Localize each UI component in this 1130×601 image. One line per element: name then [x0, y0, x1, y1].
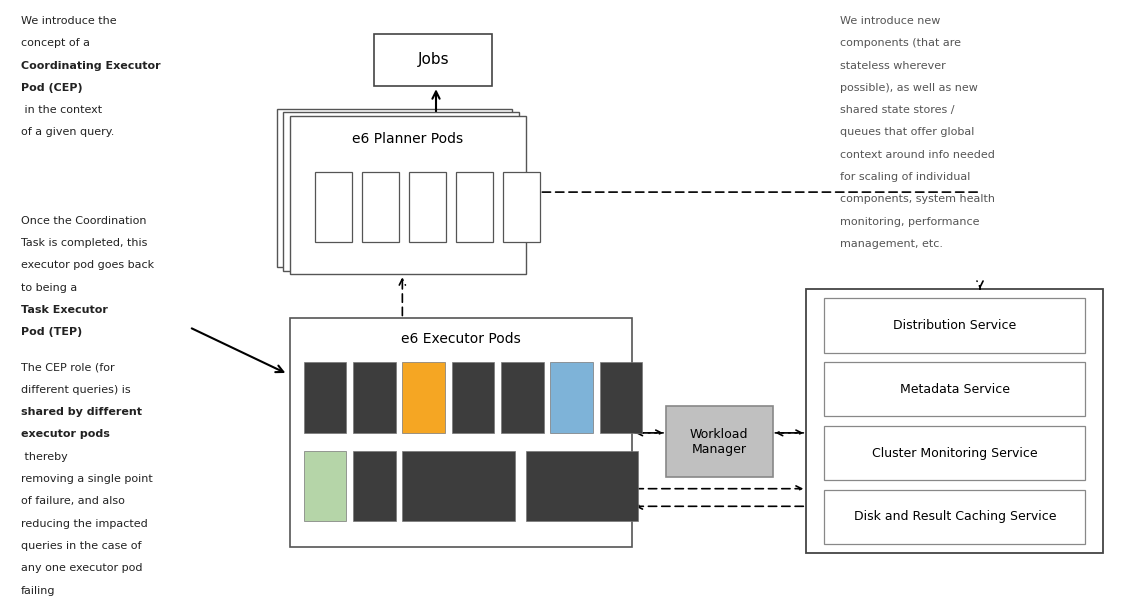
Text: Workload
Manager: Workload Manager — [690, 428, 748, 456]
Text: concept of a: concept of a — [21, 38, 90, 48]
Text: stateless wherever: stateless wherever — [840, 61, 946, 70]
Text: possible), as well as new: possible), as well as new — [840, 83, 977, 93]
Text: e6 Planner Pods: e6 Planner Pods — [353, 132, 463, 146]
Bar — [277, 109, 512, 267]
Text: executor pod goes back: executor pod goes back — [21, 260, 154, 270]
Bar — [374, 34, 492, 87]
Text: thereby: thereby — [21, 452, 68, 462]
Text: e6 Executor Pods: e6 Executor Pods — [401, 332, 521, 346]
Text: of failure, and also: of failure, and also — [21, 496, 125, 506]
Text: Pod (TEP): Pod (TEP) — [21, 327, 82, 337]
Bar — [666, 406, 773, 477]
Text: in the context: in the context — [21, 105, 102, 115]
Text: to being a: to being a — [21, 282, 80, 293]
Text: components, system health: components, system health — [840, 195, 994, 204]
Text: shared state stores /: shared state stores / — [840, 105, 955, 115]
Text: of a given query.: of a given query. — [21, 127, 114, 138]
Bar — [503, 171, 540, 242]
Text: removing a single point: removing a single point — [21, 474, 153, 484]
Text: Disk and Result Caching Service: Disk and Result Caching Service — [853, 510, 1057, 523]
Bar — [409, 171, 446, 242]
Text: Once the Coordination: Once the Coordination — [21, 216, 147, 225]
Bar — [824, 490, 1086, 544]
Text: reducing the impacted: reducing the impacted — [21, 519, 148, 529]
Text: Jobs: Jobs — [417, 52, 449, 67]
Bar — [550, 362, 593, 433]
Bar — [290, 319, 633, 548]
Text: different queries) is: different queries) is — [21, 385, 131, 395]
Text: Task is completed, this: Task is completed, this — [21, 238, 147, 248]
Text: Task Executor: Task Executor — [21, 305, 107, 315]
Bar — [304, 451, 346, 521]
Bar — [284, 112, 519, 271]
Bar — [402, 451, 514, 521]
Text: queries in the case of: queries in the case of — [21, 541, 141, 551]
Bar — [315, 171, 351, 242]
Text: context around info needed: context around info needed — [840, 150, 994, 160]
Bar — [402, 362, 445, 433]
Bar — [824, 362, 1086, 416]
Text: management, etc.: management, etc. — [840, 239, 942, 249]
Text: queues that offer global: queues that offer global — [840, 127, 974, 138]
Bar — [600, 362, 642, 433]
Text: Pod (CEP): Pod (CEP) — [21, 83, 82, 93]
Text: components (that are: components (that are — [840, 38, 960, 48]
Bar — [362, 171, 399, 242]
Text: failing: failing — [21, 585, 55, 596]
Text: We introduce the: We introduce the — [21, 16, 116, 26]
Bar — [353, 451, 396, 521]
Text: monitoring, performance: monitoring, performance — [840, 217, 980, 227]
Text: for scaling of individual: for scaling of individual — [840, 172, 971, 182]
Bar — [452, 362, 494, 433]
Text: Coordinating Executor: Coordinating Executor — [21, 61, 160, 70]
Bar — [290, 116, 525, 274]
Text: Cluster Monitoring Service: Cluster Monitoring Service — [872, 447, 1037, 460]
Bar — [304, 362, 346, 433]
Text: Metadata Service: Metadata Service — [899, 383, 1010, 396]
Bar — [806, 289, 1103, 554]
Text: any one executor pod: any one executor pod — [21, 563, 142, 573]
Text: Distribution Service: Distribution Service — [893, 319, 1016, 332]
Bar — [457, 171, 493, 242]
Text: The CEP role (for: The CEP role (for — [21, 362, 114, 373]
Bar — [353, 362, 396, 433]
Bar — [824, 426, 1086, 480]
Text: shared by different: shared by different — [21, 407, 142, 417]
Bar — [824, 299, 1086, 353]
Bar — [501, 362, 544, 433]
Text: executor pods: executor pods — [21, 429, 110, 439]
Bar — [525, 451, 638, 521]
Text: We introduce new: We introduce new — [840, 16, 940, 26]
